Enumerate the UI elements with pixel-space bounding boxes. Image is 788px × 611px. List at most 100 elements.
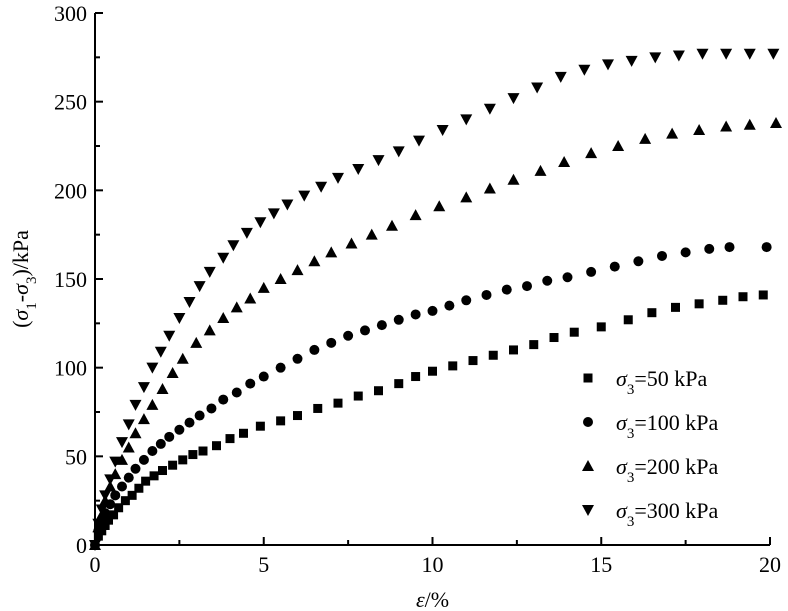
- data-point-square: [549, 333, 559, 343]
- data-point-triangle-up: [122, 441, 135, 453]
- data-point-triangle-up: [558, 155, 571, 167]
- data-point-triangle-down: [767, 48, 780, 60]
- data-point-triangle-up: [137, 413, 150, 425]
- data-point-square: [168, 460, 178, 470]
- data-point-triangle-down: [89, 540, 101, 551]
- data-point-triangle-down: [104, 474, 117, 486]
- data-point-triangle-up: [507, 173, 520, 185]
- data-point-triangle-down: [531, 82, 544, 94]
- legend-label: σ3=200 kPa: [616, 454, 719, 486]
- data-point-circle: [258, 371, 269, 382]
- data-point-square: [198, 446, 208, 456]
- data-point-triangle-down: [507, 93, 520, 105]
- data-point-square: [313, 403, 323, 413]
- data-point-circle: [275, 362, 286, 373]
- y-tick-label: 150: [54, 267, 87, 292]
- legend-marker-circle: [583, 417, 593, 427]
- data-point-triangle-down: [743, 48, 756, 60]
- data-point-circle: [292, 353, 303, 364]
- data-point-circle: [704, 243, 715, 254]
- data-point-triangle-up: [365, 228, 378, 240]
- data-point-triangle-down: [99, 490, 112, 502]
- data-point-triangle-up: [325, 246, 338, 258]
- data-point-triangle-up: [386, 219, 398, 231]
- y-tick-label: 0: [76, 533, 87, 558]
- data-point-triangle-up: [156, 382, 169, 394]
- y-tick-label: 300: [54, 1, 87, 26]
- legend-label: σ3=300 kPa: [616, 498, 719, 530]
- data-point-triangle-down: [173, 313, 186, 325]
- x-axis-label: ε/%: [416, 587, 449, 611]
- data-point-triangle-down: [298, 190, 311, 202]
- legend-label: σ3=100 kPa: [616, 410, 719, 442]
- data-point-circle: [633, 256, 644, 267]
- data-point-triangle-up: [639, 132, 652, 144]
- data-point-circle: [562, 272, 573, 283]
- data-point-circle: [586, 266, 597, 277]
- data-point-square: [353, 391, 363, 401]
- data-point-circle: [501, 284, 512, 295]
- legend-marker-square: [583, 373, 593, 383]
- data-point-triangle-up: [146, 398, 159, 410]
- data-point-triangle-down: [137, 382, 150, 394]
- data-point-circle: [309, 344, 320, 355]
- data-point-circle: [376, 320, 387, 331]
- data-point-circle: [130, 463, 141, 474]
- data-point-triangle-down: [649, 52, 662, 64]
- data-point-circle: [657, 250, 667, 261]
- data-point-triangle-up: [176, 352, 189, 364]
- data-point-triangle-down: [163, 330, 176, 342]
- data-point-square: [468, 356, 478, 366]
- x-tick-label: 5: [258, 552, 269, 577]
- y-tick-label: 250: [54, 90, 87, 115]
- data-point-circle: [427, 305, 438, 316]
- data-point-triangle-down: [254, 217, 267, 229]
- data-point-square: [114, 503, 124, 513]
- data-point-square: [623, 315, 633, 325]
- data-point-square: [647, 308, 657, 318]
- data-point-triangle-up: [743, 118, 756, 130]
- data-point-triangle-up: [104, 480, 117, 492]
- data-point-circle: [542, 275, 553, 286]
- data-point-circle: [194, 410, 205, 421]
- data-point-square: [671, 302, 680, 312]
- data-point-triangle-up: [274, 273, 287, 284]
- data-point-circle: [138, 454, 149, 465]
- data-point-triangle-down: [332, 172, 344, 184]
- data-point-circle: [206, 403, 217, 414]
- data-point-circle: [245, 378, 256, 389]
- data-point-triangle-down: [602, 59, 614, 71]
- data-point-square: [276, 416, 286, 426]
- legend-marker-triangle-down: [582, 505, 594, 516]
- series-3: [89, 116, 782, 550]
- data-point-square: [448, 361, 458, 371]
- data-point-triangle-down: [95, 504, 108, 516]
- data-point-triangle-down: [281, 199, 294, 211]
- data-point-triangle-up: [291, 264, 304, 276]
- data-point-square: [134, 483, 144, 493]
- data-point-triangle-up: [585, 147, 598, 159]
- data-point-circle: [444, 300, 455, 311]
- data-point-triangle-up: [460, 191, 473, 203]
- data-point-square: [569, 327, 579, 337]
- data-point-triangle-down: [436, 125, 449, 137]
- data-point-circle: [117, 481, 127, 492]
- data-points: [89, 48, 782, 551]
- data-point-circle: [110, 490, 121, 501]
- y-tick-label: 200: [54, 178, 87, 203]
- data-point-square: [255, 421, 265, 431]
- data-point-circle: [218, 394, 229, 405]
- x-tick-label: 0: [90, 552, 101, 577]
- legend-marker-triangle-up: [582, 460, 594, 471]
- data-point-circle: [326, 337, 337, 348]
- data-point-square: [93, 531, 103, 541]
- data-point-square: [488, 350, 498, 360]
- data-point-triangle-down: [720, 48, 733, 60]
- data-point-triangle-up: [534, 164, 547, 176]
- data-point-square: [394, 379, 404, 389]
- data-point-square: [158, 466, 167, 476]
- data-point-triangle-up: [217, 312, 230, 324]
- data-point-triangle-down: [315, 181, 328, 193]
- data-point-triangle-down: [183, 297, 196, 309]
- data-point-square: [374, 386, 383, 396]
